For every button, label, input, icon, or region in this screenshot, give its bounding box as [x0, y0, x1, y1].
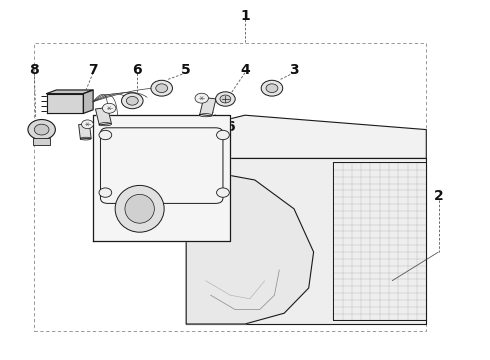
Polygon shape: [93, 115, 230, 241]
Text: 5: 5: [181, 63, 191, 77]
Polygon shape: [186, 115, 426, 158]
Ellipse shape: [115, 185, 164, 232]
Circle shape: [195, 93, 208, 103]
Bar: [33, 138, 50, 145]
Ellipse shape: [80, 137, 91, 140]
Text: 8: 8: [29, 63, 39, 77]
Polygon shape: [186, 158, 314, 324]
Ellipse shape: [125, 194, 154, 223]
Polygon shape: [47, 90, 93, 94]
Text: 7: 7: [88, 63, 98, 77]
Polygon shape: [200, 98, 216, 116]
Ellipse shape: [200, 114, 212, 117]
Circle shape: [216, 92, 235, 106]
Circle shape: [156, 84, 168, 93]
Polygon shape: [186, 158, 426, 324]
Circle shape: [81, 120, 94, 129]
Polygon shape: [47, 94, 83, 113]
Circle shape: [102, 103, 116, 113]
Circle shape: [151, 80, 172, 96]
Circle shape: [34, 124, 49, 135]
Text: 1: 1: [240, 9, 250, 23]
Circle shape: [99, 188, 112, 197]
Text: 4: 4: [240, 63, 250, 77]
Circle shape: [266, 84, 278, 93]
Text: 3: 3: [289, 63, 299, 77]
Polygon shape: [83, 90, 93, 113]
Circle shape: [99, 130, 112, 140]
Polygon shape: [79, 124, 91, 139]
Ellipse shape: [99, 123, 111, 126]
Circle shape: [122, 93, 143, 109]
Circle shape: [261, 80, 283, 96]
Circle shape: [126, 96, 138, 105]
Text: 2: 2: [434, 189, 443, 203]
Text: 6: 6: [132, 63, 142, 77]
Polygon shape: [96, 108, 111, 125]
Circle shape: [28, 120, 55, 140]
Circle shape: [217, 188, 229, 197]
Circle shape: [217, 130, 229, 140]
Text: 6: 6: [225, 120, 235, 134]
Circle shape: [220, 95, 231, 103]
